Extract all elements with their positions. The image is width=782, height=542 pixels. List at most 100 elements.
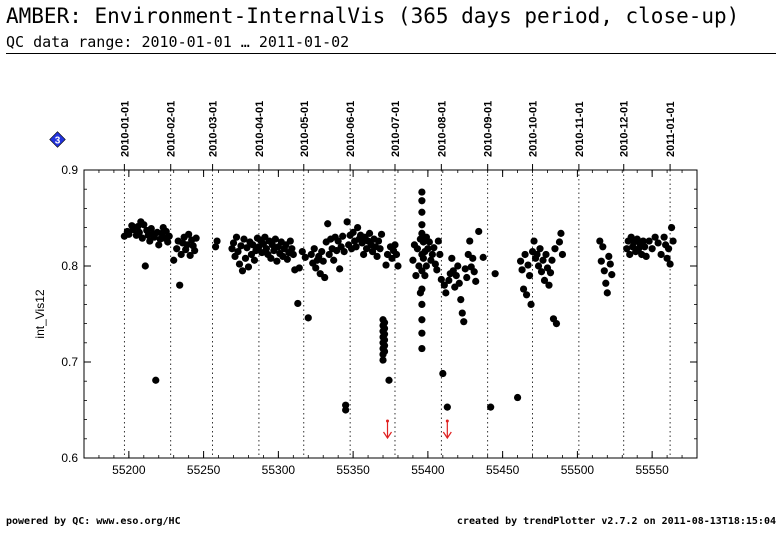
data-point bbox=[599, 243, 607, 251]
data-point bbox=[428, 250, 436, 259]
title-divider bbox=[6, 53, 776, 54]
data-point bbox=[377, 230, 386, 238]
data-point bbox=[380, 336, 389, 344]
data-point bbox=[445, 276, 453, 284]
data-point bbox=[600, 267, 608, 275]
data-point bbox=[525, 272, 534, 280]
data-point bbox=[470, 268, 478, 276]
x-tick-label: 55300 bbox=[262, 463, 296, 477]
data-point bbox=[273, 257, 281, 265]
y-tick-label: 0.9 bbox=[61, 163, 78, 177]
data-point bbox=[440, 281, 448, 289]
data-point bbox=[491, 270, 499, 278]
data-point bbox=[307, 250, 315, 259]
data-point bbox=[425, 238, 433, 246]
data-point bbox=[461, 265, 469, 273]
data-point bbox=[433, 266, 441, 274]
data-point bbox=[339, 232, 347, 240]
data-point bbox=[298, 248, 306, 256]
data-point bbox=[237, 242, 245, 250]
data-point bbox=[527, 300, 535, 308]
data-point bbox=[641, 243, 649, 251]
footer-powered-by: powered by QC: www.eso.org/HC bbox=[6, 516, 181, 527]
data-point bbox=[487, 403, 495, 411]
data-point bbox=[530, 237, 538, 245]
data-point bbox=[349, 228, 357, 236]
data-point bbox=[666, 260, 674, 268]
data-point bbox=[283, 255, 291, 263]
plot-frame bbox=[83, 169, 698, 459]
data-point bbox=[385, 376, 393, 384]
data-point bbox=[147, 224, 155, 233]
data-point bbox=[548, 256, 556, 264]
data-point bbox=[288, 245, 296, 253]
data-point bbox=[419, 254, 427, 262]
x-tick-label: 55450 bbox=[486, 463, 520, 477]
data-point bbox=[268, 241, 276, 249]
data-point bbox=[380, 342, 389, 350]
x-tick-label: 55250 bbox=[187, 463, 221, 477]
data-point bbox=[522, 291, 531, 299]
data-point bbox=[418, 197, 426, 205]
data-point bbox=[359, 250, 368, 259]
data-point bbox=[472, 277, 480, 285]
data-point bbox=[552, 320, 561, 328]
data-point bbox=[597, 257, 605, 265]
y-axis-ticks: 0.6 0.7 0.8 0.9 bbox=[61, 163, 697, 465]
x-tick-label: 55400 bbox=[411, 463, 445, 477]
data-point bbox=[431, 260, 439, 268]
data-point bbox=[542, 250, 550, 259]
data-point bbox=[365, 229, 374, 237]
data-point bbox=[325, 250, 333, 259]
data-point bbox=[177, 250, 185, 259]
data-point bbox=[469, 254, 477, 262]
badge-diamond[interactable] bbox=[49, 131, 66, 148]
data-point bbox=[373, 252, 381, 260]
data-point bbox=[374, 237, 383, 245]
data-point bbox=[235, 260, 244, 268]
data-point bbox=[534, 262, 543, 270]
diamond-badge-icon[interactable]: 3 bbox=[49, 131, 66, 148]
data-point bbox=[380, 347, 389, 356]
data-point bbox=[455, 279, 463, 287]
data-point bbox=[454, 262, 462, 270]
y-tick-label: 0.6 bbox=[61, 451, 78, 465]
data-point bbox=[519, 285, 528, 293]
outlier-arrow-dot bbox=[386, 419, 390, 423]
data-point bbox=[475, 227, 483, 236]
data-point bbox=[391, 241, 399, 249]
month-labels: 2010-01-01 2010-02-01 2010-03-01 2010-04-01… bbox=[119, 101, 677, 157]
data-point bbox=[443, 403, 451, 411]
data-point bbox=[434, 237, 442, 245]
data-points bbox=[120, 188, 677, 414]
data-point bbox=[460, 318, 468, 326]
data-point bbox=[358, 239, 366, 247]
data-point bbox=[352, 243, 360, 251]
data-point bbox=[319, 257, 327, 265]
month-label: 2010-02-01 bbox=[166, 101, 178, 157]
y-tick-label: 0.8 bbox=[61, 259, 78, 273]
month-label: 2010-07-01 bbox=[390, 101, 402, 157]
data-point bbox=[608, 271, 616, 279]
data-point bbox=[394, 262, 402, 270]
data-point bbox=[289, 250, 297, 259]
data-point bbox=[155, 241, 163, 249]
data-point bbox=[185, 230, 193, 238]
data-point bbox=[524, 261, 532, 269]
footer-created-by: created by trendPlotter v2.7.2 on 2011-0… bbox=[456, 516, 776, 527]
data-point bbox=[651, 233, 659, 241]
data-point bbox=[418, 300, 426, 308]
data-point bbox=[186, 251, 194, 260]
y-axis-label: int_Vis12 bbox=[33, 289, 47, 338]
month-label: 2011-01-01 bbox=[665, 101, 677, 157]
data-point bbox=[380, 319, 389, 327]
month-label: 2010-08-01 bbox=[436, 101, 448, 157]
data-point bbox=[382, 261, 390, 269]
data-point bbox=[418, 344, 426, 353]
data-point bbox=[243, 244, 251, 252]
data-point bbox=[330, 256, 338, 264]
data-point bbox=[518, 266, 526, 274]
data-point bbox=[241, 254, 250, 262]
data-point bbox=[633, 235, 641, 243]
